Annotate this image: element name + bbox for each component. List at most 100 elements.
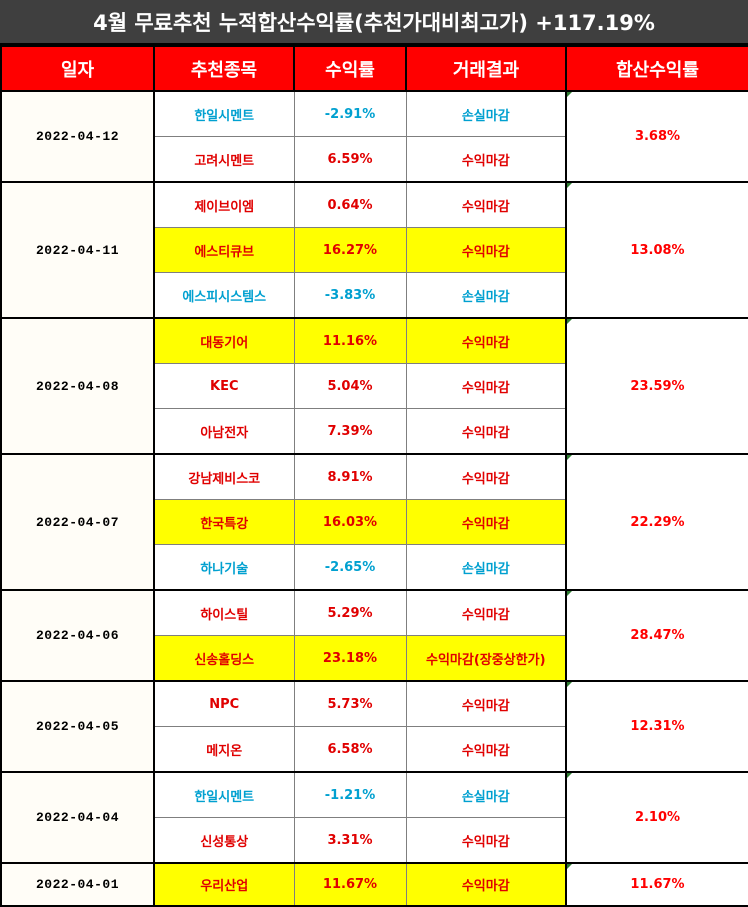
total-cell: 28.47% bbox=[565, 589, 748, 682]
rate-cell: 6.59% bbox=[293, 136, 407, 183]
rate-cell: 3.31% bbox=[293, 817, 407, 864]
table-row: 2022-04-11 제이브이엠 0.64% 수익마감 13.08% bbox=[0, 181, 748, 319]
rate-cell: 5.29% bbox=[293, 589, 407, 636]
stock-cell: 하나기술 bbox=[153, 544, 295, 591]
table-row: 2022-04-12 한일시멘트 -2.91% 손실마감 3.68% bbox=[0, 90, 748, 183]
stock-cell: 메지온 bbox=[153, 726, 295, 773]
result-cell: 수익마감 bbox=[405, 317, 567, 364]
comment-marker-icon bbox=[567, 773, 572, 778]
rate-cell: 11.16% bbox=[293, 317, 407, 364]
stock-cell: 우리산업 bbox=[153, 862, 295, 907]
rate-cell: -2.65% bbox=[293, 544, 407, 591]
result-cell: 수익마감 bbox=[405, 589, 567, 636]
table-row: 2022-04-08 대동기어 11.16% 수익마감 23.59% bbox=[0, 317, 748, 455]
result-cell: 수익마감 bbox=[405, 680, 567, 727]
header-stock: 추천종목 bbox=[153, 45, 295, 92]
table-row: 신성통상 3.31% 수익마감 bbox=[1, 817, 748, 864]
stock-cell: 한일시멘트 bbox=[153, 90, 295, 137]
rate-cell: 6.58% bbox=[293, 726, 407, 773]
rate-cell: 8.91% bbox=[293, 453, 407, 500]
table-row: 메지온 6.58% 수익마감 bbox=[1, 726, 748, 773]
table-row: 2022-04-04 한일시멘트 -1.21% 손실마감 2.10% bbox=[0, 771, 748, 864]
returns-table: 일자 추천종목 수익률 거래결과 합산수익률 2022-04-12 한일시멘트 -2… bbox=[0, 45, 748, 907]
total-value: 13.08% bbox=[630, 242, 685, 258]
result-cell: 손실마감 bbox=[405, 544, 567, 591]
date-cell: 2022-04-04 bbox=[0, 771, 155, 864]
comment-marker-icon bbox=[567, 864, 572, 869]
rate-cell: -2.91% bbox=[293, 90, 407, 137]
result-cell: 수익마감 bbox=[405, 499, 567, 545]
table-row: 에스피시스템스 -3.83% 손실마감 bbox=[1, 272, 748, 319]
total-value: 23.59% bbox=[630, 378, 685, 394]
stock-cell: 고려시멘트 bbox=[153, 136, 295, 183]
date-cell: 2022-04-07 bbox=[0, 453, 155, 591]
total-value: 28.47% bbox=[630, 628, 685, 643]
total-value: 11.67% bbox=[630, 877, 685, 892]
total-cell: 11.67% bbox=[565, 862, 748, 907]
total-cell: 23.59% bbox=[565, 317, 748, 455]
total-cell: 2.10% bbox=[565, 771, 748, 864]
stock-cell: 한일시멘트 bbox=[153, 771, 295, 818]
rate-cell: 16.27% bbox=[293, 227, 407, 273]
header-date: 일자 bbox=[0, 45, 155, 92]
result-cell: 수익마감 bbox=[405, 862, 567, 907]
total-cell: 12.31% bbox=[565, 680, 748, 773]
date-cell: 2022-04-11 bbox=[0, 181, 155, 319]
total-cell: 3.68% bbox=[565, 90, 748, 183]
table-body: 2022-04-12 한일시멘트 -2.91% 손실마감 3.68% 고려시멘트 6.59%… bbox=[0, 90, 748, 907]
rate-cell: 11.67% bbox=[293, 862, 407, 907]
header-rate: 수익률 bbox=[293, 45, 407, 92]
stock-cell: 에스피시스템스 bbox=[153, 272, 295, 319]
table-row: 신송홀딩스 23.18% 수익마감(장중상한가) bbox=[1, 635, 748, 682]
table-row: 2022-04-07 강남제비스코 8.91% 수익마감 22.29% bbox=[0, 453, 748, 591]
rate-cell: -1.21% bbox=[293, 771, 407, 818]
result-cell: 수익마감 bbox=[405, 363, 567, 409]
result-cell: 수익마감 bbox=[405, 726, 567, 773]
comment-marker-icon bbox=[567, 319, 572, 324]
total-value: 2.10% bbox=[634, 810, 681, 825]
result-cell: 수익마감 bbox=[405, 408, 567, 455]
header-row: 일자 추천종목 수익률 거래결과 합산수익률 bbox=[0, 45, 748, 92]
stock-cell: 아남전자 bbox=[153, 408, 295, 455]
table-row: 아남전자 7.39% 수익마감 bbox=[1, 408, 748, 455]
result-cell: 수익마감(장중상한가) bbox=[405, 635, 567, 682]
result-cell: 수익마감 bbox=[405, 136, 567, 183]
result-cell: 손실마감 bbox=[405, 90, 567, 137]
header-result: 거래결과 bbox=[405, 45, 567, 92]
rate-cell: 7.39% bbox=[293, 408, 407, 455]
rate-cell: -3.83% bbox=[293, 272, 407, 319]
result-cell: 손실마감 bbox=[405, 771, 567, 818]
stock-cell: NPC bbox=[153, 680, 295, 727]
total-cell: 13.08% bbox=[565, 181, 748, 319]
table-row: KEC 5.04% 수익마감 bbox=[1, 363, 748, 409]
stock-cell: KEC bbox=[153, 363, 295, 409]
stock-cell: 신성통상 bbox=[153, 817, 295, 864]
table-row: 하나기술 -2.65% 손실마감 bbox=[1, 544, 748, 591]
rate-cell: 23.18% bbox=[293, 635, 407, 682]
stock-cell: 제이브이엠 bbox=[153, 181, 295, 228]
result-cell: 손실마감 bbox=[405, 272, 567, 319]
rate-cell: 16.03% bbox=[293, 499, 407, 545]
total-cell: 22.29% bbox=[565, 453, 748, 591]
comment-marker-icon bbox=[567, 682, 572, 687]
rate-cell: 5.73% bbox=[293, 680, 407, 727]
comment-marker-icon bbox=[567, 591, 572, 596]
stock-cell: 한국특강 bbox=[153, 499, 295, 545]
result-cell: 수익마감 bbox=[405, 181, 567, 228]
rate-cell: 5.04% bbox=[293, 363, 407, 409]
date-cell: 2022-04-12 bbox=[0, 90, 155, 183]
table-row: 한국특강 16.03% 수익마감 bbox=[1, 499, 748, 545]
result-cell: 수익마감 bbox=[405, 227, 567, 273]
date-cell: 2022-04-06 bbox=[0, 589, 155, 682]
date-cell: 2022-04-01 bbox=[0, 862, 155, 907]
table-row: 2022-04-05 NPC 5.73% 수익마감 12.31% bbox=[0, 680, 748, 773]
comment-marker-icon bbox=[567, 455, 572, 460]
stock-cell: 강남제비스코 bbox=[153, 453, 295, 500]
stock-cell: 에스티큐브 bbox=[153, 227, 295, 273]
date-cell: 2022-04-08 bbox=[0, 317, 155, 455]
date-cell: 2022-04-05 bbox=[0, 680, 155, 773]
total-value: 3.68% bbox=[634, 129, 681, 144]
comment-marker-icon bbox=[567, 183, 572, 188]
stock-cell: 신송홀딩스 bbox=[153, 635, 295, 682]
table-row: 2022-04-06 하이스틸 5.29% 수익마감 28.47% bbox=[0, 589, 748, 682]
